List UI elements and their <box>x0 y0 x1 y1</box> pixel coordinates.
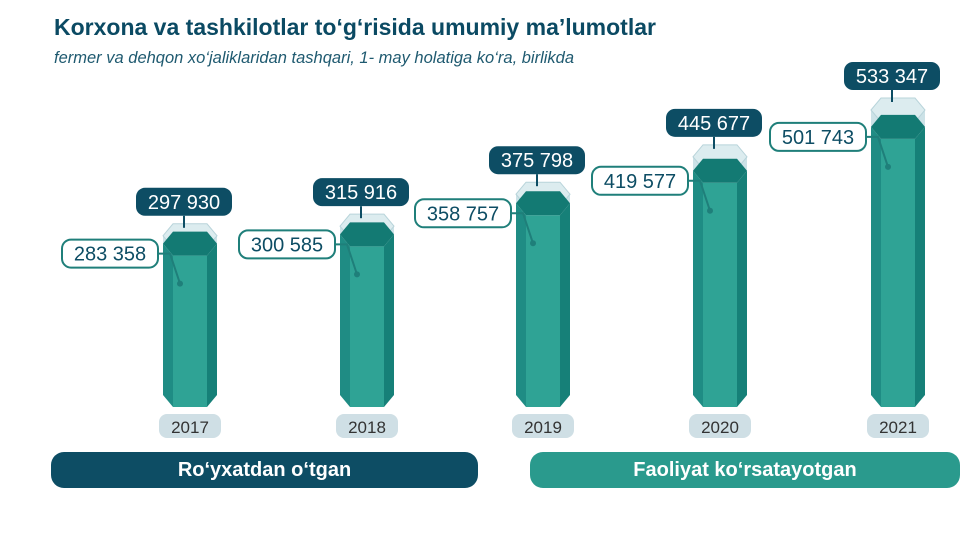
x-tick-label-2019: 2019 <box>524 418 562 437</box>
value-label-active-2019: 358 757 <box>427 203 499 225</box>
leader-active-2020 <box>688 179 711 212</box>
year-pill-2021 <box>867 414 929 438</box>
chart-title: Korxona va tashkilotlar to‘g‘risida umum… <box>54 14 656 40</box>
leader-active-2017 <box>158 252 181 284</box>
value-label-registered-2019: 375 798 <box>501 150 573 172</box>
legend-active: Faoliyat ko‘rsatayotgan <box>530 452 960 488</box>
value-label-active-2018-box <box>238 229 336 260</box>
year-pill-2017 <box>159 414 221 438</box>
bar-active-leftface-2017 <box>163 243 173 407</box>
value-label-registered-2021: 533 347 <box>856 66 928 88</box>
leader-dot-2017 <box>177 280 183 287</box>
x-tick-label-2017: 2017 <box>171 418 209 437</box>
leader-active-2019 <box>511 212 534 244</box>
value-label-registered-2020-box <box>666 108 762 137</box>
value-label-registered-2017-box <box>136 187 232 216</box>
bar-active-2017 <box>173 255 207 407</box>
value-label-registered-2021-box <box>844 62 940 90</box>
value-label-active-2021-box <box>769 121 867 152</box>
bar-active-rightface-2019 <box>560 203 570 407</box>
value-label-registered-2018: 315 916 <box>325 182 397 204</box>
x-tick-label-2020: 2020 <box>701 418 739 437</box>
value-label-active-2017-box <box>61 238 159 269</box>
value-label-registered-2020: 445 677 <box>678 113 750 135</box>
value-label-active-2018: 300 585 <box>251 234 323 256</box>
leader-dot-2018 <box>354 271 360 278</box>
value-label-active-2021: 501 743 <box>782 127 854 149</box>
bar-active-2021 <box>881 138 915 408</box>
bar-active-2020 <box>703 182 737 407</box>
bar-active-leftface-2019 <box>516 203 526 407</box>
leader-active-2021 <box>866 135 889 168</box>
bar-active-leftface-2021 <box>871 126 881 408</box>
bar-active-rightface-2017 <box>207 243 217 407</box>
year-pill-2018 <box>336 414 398 438</box>
bar-active-rightface-2018 <box>384 234 394 407</box>
legend-registered-label: Ro‘yxatdan o‘tgan <box>177 458 352 481</box>
bar-active-rightface-2020 <box>737 170 747 407</box>
bar-active-2018 <box>350 246 384 407</box>
value-label-active-2020: 419 577 <box>604 171 676 193</box>
leader-dot-2021 <box>885 163 891 170</box>
bar-active-cap-2020 <box>693 158 747 183</box>
chart-subtitle: fermer va dehqon xo‘jaliklaridan tashqar… <box>54 49 575 67</box>
bar-active-cap-2017 <box>163 231 217 256</box>
value-label-registered-2018-box <box>313 178 409 207</box>
leader-dot-2019 <box>530 240 536 247</box>
year-pill-2019 <box>512 414 574 438</box>
value-label-active-2017: 283 358 <box>74 244 146 266</box>
bar-active-cap-2018 <box>340 222 394 247</box>
bar-active-2019 <box>526 215 560 407</box>
value-label-registered-2017: 297 930 <box>148 192 220 214</box>
bar-active-leftface-2020 <box>693 170 703 407</box>
value-label-active-2020-box <box>591 165 689 196</box>
bar-active-cap-2019 <box>516 191 570 216</box>
bar-active-leftface-2018 <box>340 234 350 407</box>
value-label-registered-2019-box <box>489 146 585 175</box>
bar-active-rightface-2021 <box>915 126 925 408</box>
leader-active-2018 <box>335 243 358 275</box>
bar-active-cap-2021 <box>871 114 925 139</box>
value-label-active-2019-box <box>414 198 512 229</box>
legend-registered: Ro‘yxatdan o‘tgan <box>51 452 478 488</box>
year-pill-2020 <box>689 414 751 438</box>
leader-dot-2020 <box>707 207 713 214</box>
x-tick-label-2018: 2018 <box>348 418 386 437</box>
x-tick-label-2021: 2021 <box>879 418 917 437</box>
legend-active-label: Faoliyat ko‘rsatayotgan <box>633 458 857 481</box>
